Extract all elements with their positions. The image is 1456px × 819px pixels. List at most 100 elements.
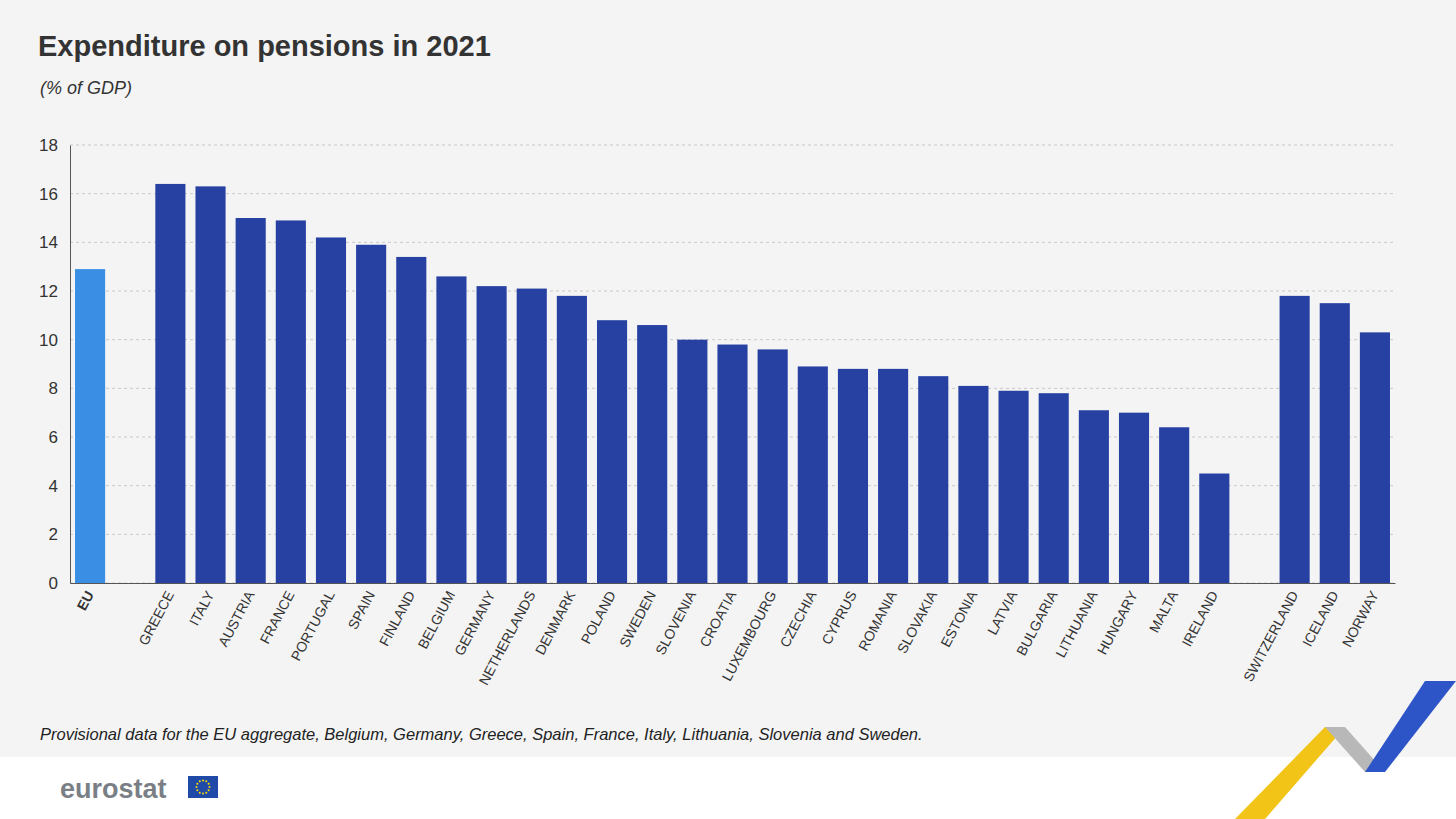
flag-star: [208, 783, 210, 785]
bar: [838, 369, 868, 583]
bar: [597, 320, 627, 583]
x-tick-label: BELGIUM: [414, 588, 458, 651]
flag-star: [209, 786, 211, 788]
x-tick: GERMANY: [451, 583, 499, 658]
x-tick: ICELAND: [1299, 583, 1342, 649]
y-axis-line: [70, 146, 71, 584]
x-tick-label: IRELAND: [1178, 588, 1221, 649]
x-tick: AUSTRIA: [215, 583, 258, 649]
footer-background: [0, 757, 1456, 819]
y-tick: 6: [49, 428, 70, 447]
x-tick: SPAIN: [345, 583, 378, 632]
title: Expenditure on pensions in 2021: [38, 30, 491, 62]
x-tick: NETHERLANDS: [475, 583, 538, 688]
y-tick-label: 8: [49, 379, 58, 398]
grid-line: [70, 291, 1395, 292]
y-axis: 024681012141618: [39, 136, 70, 593]
bar: [1039, 393, 1069, 583]
y-tick-label: 16: [39, 185, 58, 204]
x-tick-label: SWITZERLAND: [1240, 588, 1301, 684]
bar: [798, 366, 828, 583]
bar: [276, 220, 306, 583]
x-tick-label: GREECE: [135, 588, 177, 648]
bar: [396, 257, 426, 583]
x-tick: CYPRUS: [818, 583, 860, 647]
y-tick: 12: [39, 282, 70, 301]
logo-flag: [188, 776, 218, 798]
x-tick: NORWAY: [1339, 583, 1382, 650]
flag-star: [196, 783, 198, 785]
bar: [356, 245, 386, 583]
x-tick-label: AUSTRIA: [215, 588, 258, 650]
bar: [1199, 474, 1229, 584]
x-tick-label: SLOVENIA: [652, 588, 699, 658]
x-tick: HUNGARY: [1094, 583, 1141, 657]
bar: [195, 186, 225, 583]
flag-star: [196, 786, 198, 788]
decoration: [1235, 681, 1456, 819]
bar: [557, 296, 587, 583]
y-tick: 0: [49, 574, 70, 593]
x-tick: LATVIA: [984, 583, 1021, 637]
x-tick-label: ICELAND: [1299, 588, 1342, 649]
x-tick-label: DENMARK: [532, 588, 579, 658]
x-tick-label: ROMANIA: [855, 588, 900, 654]
bar: [477, 286, 507, 583]
x-tick-label: ESTONIA: [937, 588, 980, 650]
flag-star: [202, 780, 204, 782]
bar: [958, 386, 988, 583]
bar: [918, 376, 948, 583]
x-tick: FRANCE: [256, 583, 297, 646]
bar: [637, 325, 667, 583]
x-tick: PORTUGAL: [288, 583, 338, 663]
grid-line: [70, 242, 1395, 243]
x-tick: MALTA: [1146, 583, 1181, 635]
y-tick: 2: [49, 525, 70, 544]
x-tick: CROATIA: [696, 583, 739, 650]
bar: [155, 184, 185, 583]
x-axis-line: [71, 583, 1396, 584]
bar: [436, 276, 466, 583]
deco-blue: [1365, 681, 1456, 772]
x-tick-label: BULGARIA: [1013, 588, 1061, 659]
flag-star: [202, 793, 204, 795]
bar: [1079, 410, 1109, 583]
x-tick-label: POLAND: [578, 588, 619, 646]
y-tick-label: 18: [39, 136, 58, 155]
y-tick: 18: [39, 136, 70, 155]
logo-text: eurostat: [60, 774, 167, 804]
flag-star: [196, 789, 198, 791]
y-tick-label: 0: [49, 574, 58, 593]
x-tick-label: CYPRUS: [818, 588, 860, 647]
y-tick: 8: [49, 379, 70, 398]
x-tick: SWITZERLAND: [1240, 583, 1301, 684]
y-tick: 14: [39, 233, 70, 252]
bar: [1119, 413, 1149, 583]
x-tick-label: NORWAY: [1339, 588, 1382, 650]
x-tick: CZECHIA: [777, 583, 820, 650]
y-tick: 10: [39, 331, 70, 350]
y-tick-label: 12: [39, 282, 58, 301]
bar: [1320, 303, 1350, 583]
grid-line: [70, 339, 1395, 340]
bar: [878, 369, 908, 583]
y-tick-label: 2: [49, 525, 58, 544]
x-tick: GREECE: [135, 583, 177, 648]
flag-field: [188, 776, 218, 798]
x-tick-label: CROATIA: [696, 588, 739, 650]
x-tick-label: EU: [74, 588, 97, 613]
x-tick: BULGARIA: [1013, 583, 1061, 658]
grid-line: [70, 145, 1395, 146]
bar: [677, 340, 707, 583]
bar: [717, 345, 747, 583]
grid: [70, 145, 1395, 583]
x-tick-label: NETHERLANDS: [475, 588, 538, 688]
x-tick: ROMANIA: [855, 583, 900, 653]
x-tick-label: SPAIN: [345, 588, 378, 632]
bar: [1280, 296, 1310, 583]
x-tick: ESTONIA: [937, 583, 980, 650]
x-tick-label: LUXEMBOURG: [719, 588, 780, 683]
bar: [999, 391, 1029, 583]
y-tick: 16: [39, 185, 70, 204]
x-tick: DENMARK: [532, 583, 579, 657]
